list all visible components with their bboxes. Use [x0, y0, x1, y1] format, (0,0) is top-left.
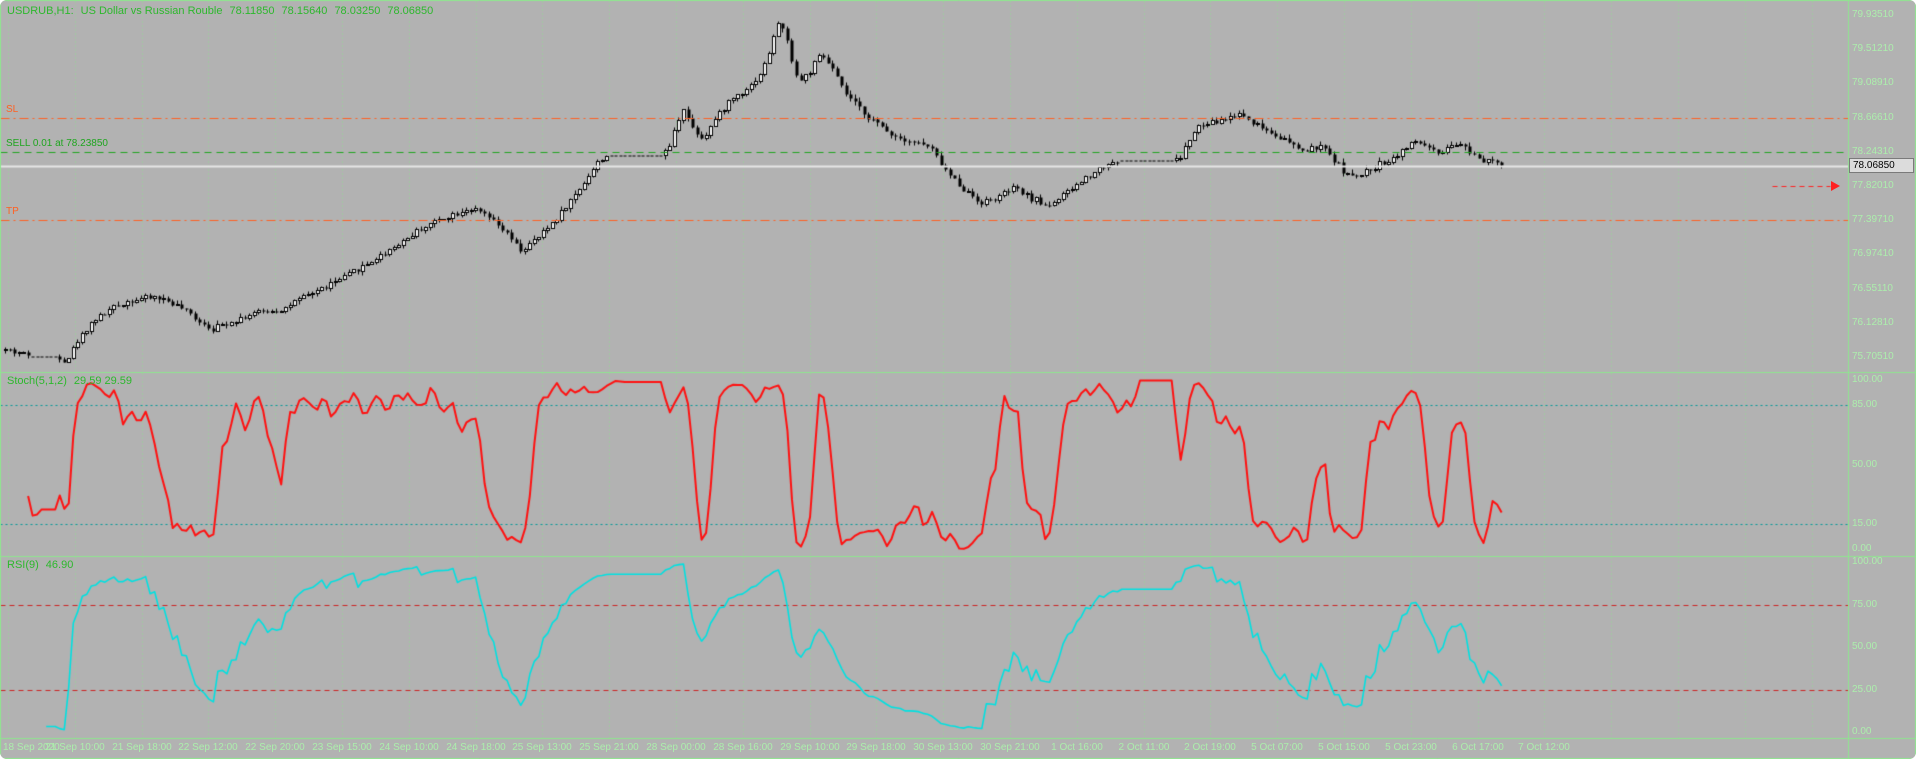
chart-canvas[interactable] — [0, 0, 1916, 759]
chart-window: USDRUB,H1: US Dollar vs Russian Rouble 7… — [0, 0, 1916, 759]
